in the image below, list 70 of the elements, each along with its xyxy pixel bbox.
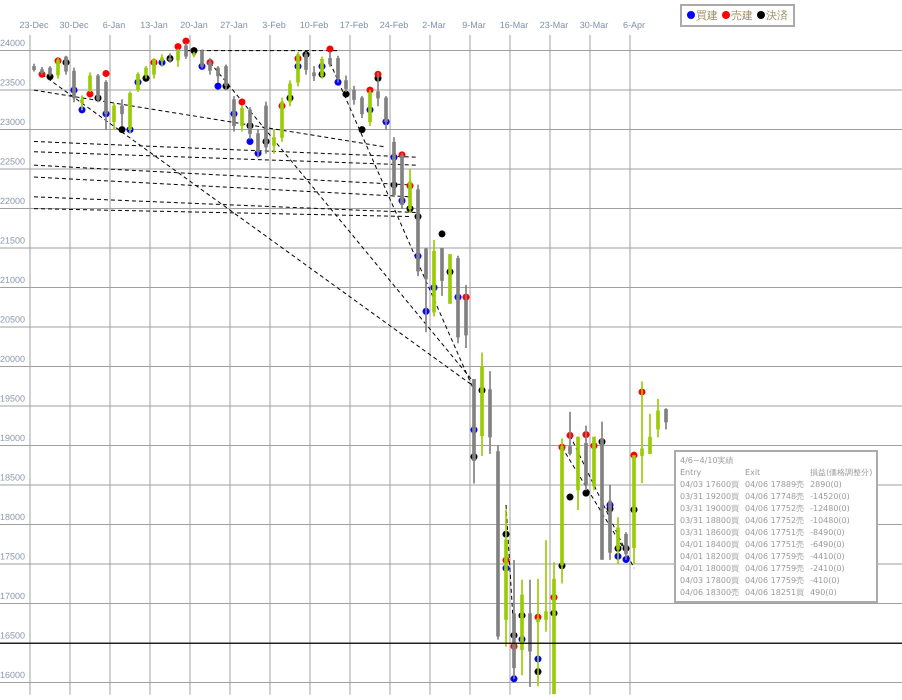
text: Exit — [745, 467, 762, 478]
text: 2890(0) — [810, 479, 843, 490]
text: 04/06 17748売 — [745, 491, 804, 502]
text: 04/01 18200買 — [680, 551, 740, 562]
y-tick-label: 16500 — [0, 630, 26, 641]
x-tick-label: 20-Jan — [180, 20, 208, 30]
text: -10480(0) — [810, 515, 851, 526]
text: Entry — [680, 467, 702, 478]
x-tick-label: 30-Dec — [59, 20, 90, 30]
text: 03/31 18800買 — [680, 515, 740, 526]
text: 03/31 19200買 — [680, 491, 740, 502]
y-tick-label: 19000 — [0, 433, 26, 444]
x-tick-label: 10-Feb — [300, 20, 328, 30]
x-tick-label: 9-Mar — [462, 20, 486, 30]
legend-label: 買建 — [696, 9, 718, 22]
text: 04/06 17751売 — [745, 527, 804, 538]
text: 03/31 18600買 — [680, 527, 740, 538]
text: 04/06 17752売 — [745, 515, 804, 526]
x-tick-label: 6-Apr — [622, 20, 646, 30]
x-tick-label: 27-Jan — [220, 20, 248, 30]
y-tick-label: 19500 — [0, 394, 26, 404]
text: -410(0) — [810, 575, 841, 586]
x-tick-label: 24-Feb — [380, 20, 408, 30]
y-tick-label: 21500 — [0, 236, 26, 246]
text: 損益(価格調整分) — [810, 467, 872, 478]
text: -14520(0) — [810, 491, 851, 502]
text: 04/06 17759売 — [745, 563, 804, 574]
y-tick-label: 20000 — [0, 354, 26, 364]
x-tick-label: 2-Mar — [422, 20, 446, 30]
y-tick-label: 20500 — [0, 314, 26, 325]
y-tick-label: 21000 — [0, 275, 26, 286]
legend-label: 売建 — [731, 9, 753, 22]
text: 04/01 18400買 — [680, 539, 740, 550]
legend-label: 決済 — [766, 9, 788, 22]
x-tick-label: 3-Feb — [262, 20, 286, 30]
y-tick-label: 16000 — [0, 670, 26, 680]
y-tick-label: 18500 — [0, 472, 26, 483]
text: 04/06 18300売 — [680, 587, 740, 598]
y-tick-label: 18000 — [0, 512, 26, 522]
y-tick-label: 17000 — [0, 591, 26, 602]
text: 04/06 17752売 — [745, 503, 804, 514]
text: 04/06 18251買 — [745, 587, 804, 598]
text: 04/06 17759売 — [745, 551, 804, 562]
text: -8490(0) — [810, 527, 846, 538]
y-tick-label: 23000 — [0, 117, 26, 128]
text: -4410(0) — [810, 551, 846, 562]
x-tick-label: 23-Dec — [19, 20, 50, 30]
x-tick-label: 13-Jan — [140, 20, 168, 30]
x-tick-label: 30-Mar — [580, 20, 608, 30]
x-tick-label: 6-Jan — [102, 20, 126, 30]
text: 04/06 17889売 — [745, 479, 804, 490]
y-tick-label: 24000 — [0, 38, 26, 48]
text: -2410(0) — [810, 563, 846, 574]
text: 04/03 17600買 — [680, 479, 740, 490]
text: -12480(0) — [810, 503, 851, 514]
y-tick-label: 22500 — [0, 156, 26, 167]
y-tick-label: 23500 — [0, 78, 26, 88]
text: 04/06 17751売 — [745, 539, 804, 550]
x-tick-label: 17-Feb — [340, 20, 368, 30]
x-tick-label: 16-Mar — [500, 20, 528, 30]
text: 4/6~4/10実績 — [680, 455, 735, 466]
y-tick-label: 22000 — [0, 196, 26, 206]
text: 04/06 17759売 — [745, 575, 804, 586]
text: -6490(0) — [810, 539, 846, 550]
text: 04/01 18000買 — [680, 563, 740, 574]
text: 04/03 17800買 — [680, 575, 740, 586]
text: 490(0) — [810, 587, 838, 598]
y-tick-label: 17500 — [0, 552, 26, 562]
x-tick-label: 23-Mar — [540, 20, 568, 30]
text: 03/31 19000買 — [680, 503, 740, 514]
